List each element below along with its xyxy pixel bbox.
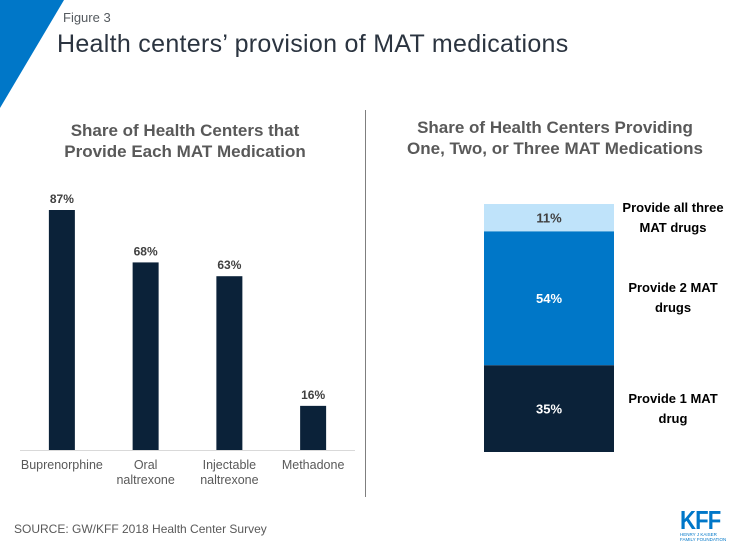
left-chart-title-line-1: Share of Health Centers that xyxy=(70,121,300,140)
data-label: 16% xyxy=(301,388,325,402)
segment-legend-label: Provide 2 MAT drugs xyxy=(612,278,734,318)
segment-value-label: 54% xyxy=(536,291,562,306)
x-tick-label: naltrexone xyxy=(200,473,258,487)
x-tick-label: Methadone xyxy=(282,458,345,472)
data-label: 68% xyxy=(134,244,158,258)
segment-legend-label: Provide 1 MAT drug xyxy=(612,389,734,429)
page-title: Health centers’ provision of MAT medicat… xyxy=(57,30,569,58)
data-label: 87% xyxy=(50,192,74,206)
segment-value-label: 35% xyxy=(536,402,562,417)
bar-buprenorphine xyxy=(48,210,75,450)
segment-legend-line: drugs xyxy=(654,300,692,316)
data-label: 63% xyxy=(217,258,241,272)
segment-legend-line: drug xyxy=(658,410,688,426)
figure-label: Figure 3 xyxy=(63,10,111,25)
x-tick-label: Buprenorphine xyxy=(21,458,103,472)
right-chart-title: Share of Health Centers Providing One, T… xyxy=(375,117,735,159)
left-chart-title-line-2: Provide Each MAT Medication xyxy=(64,142,306,161)
source-note: SOURCE: GW/KFF 2018 Health Center Survey xyxy=(14,522,267,536)
x-tick-label: Injectable xyxy=(203,458,257,472)
segment-legend-label: Provide all three MAT drugs xyxy=(612,198,734,238)
right-stacked-chart: 35% 54% 11% xyxy=(484,204,614,452)
kff-logo: KFF HENRY J KAISER FAMILY FOUNDATION xyxy=(680,505,732,548)
kff-logo-subtitle-1: HENRY J KAISER xyxy=(680,532,717,537)
stacked-segment-3 xyxy=(484,204,614,232)
panel-divider xyxy=(365,110,366,497)
bar-oral-naltrexone xyxy=(132,262,159,450)
right-chart-title-line-1: Share of Health Centers Providing xyxy=(417,118,693,137)
kff-logo-text: KFF xyxy=(680,505,721,535)
stacked-segment-2 xyxy=(484,231,614,366)
stacked-segment-1 xyxy=(484,365,614,452)
segment-legend-line: MAT drugs xyxy=(639,220,707,235)
x-tick-label: naltrexone xyxy=(116,473,174,487)
right-chart-title-line-2: One, Two, or Three MAT Medications xyxy=(407,139,703,158)
left-bar-chart: 87%Buprenorphine68%Oralnaltrexone63%Inje… xyxy=(20,192,355,487)
segment-legend-line: Provide all three xyxy=(622,200,724,215)
corner-accent-shape xyxy=(0,0,64,108)
x-tick-label: Oral xyxy=(134,458,158,472)
segment-value-label: 11% xyxy=(536,211,562,226)
segment-legend-line: Provide 1 MAT xyxy=(628,390,718,406)
segment-legend-line: Provide 2 MAT xyxy=(628,280,718,296)
bar-methadone xyxy=(300,405,327,450)
kff-logo-subtitle-2: FAMILY FOUNDATION xyxy=(680,537,727,542)
bar-injectable-naltrexone xyxy=(216,276,243,450)
left-chart-title: Share of Health Centers that Provide Eac… xyxy=(20,120,350,162)
